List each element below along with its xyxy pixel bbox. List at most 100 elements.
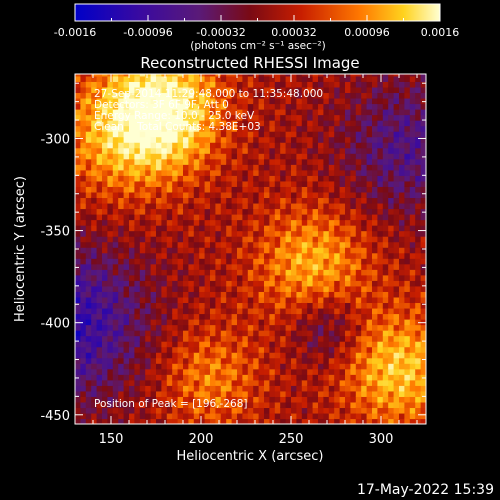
heatmap-cell [172,407,179,414]
heatmap-cell [377,180,384,187]
heatmap-cell [318,136,324,143]
heatmap-cell [75,296,81,304]
heatmap-cell [123,208,130,215]
heatmap-cell [269,274,276,281]
heatmap-cell [404,330,411,337]
heatmap-cell [301,263,308,270]
heatmap-cell [377,125,384,132]
heatmap-cell [355,208,362,215]
heatmap-cell [328,363,335,370]
heatmap-cell [307,158,314,165]
heatmap-cell [409,241,416,248]
heatmap-cell [247,258,254,265]
heatmap-cell [129,263,135,270]
heatmap-cell [350,368,357,375]
heatmap-cell [107,109,114,116]
heatmap-cell [204,385,211,392]
heatmap-cell [123,236,130,243]
heatmap-cell [237,247,243,254]
heatmap-cell [307,142,314,149]
heatmap-cell [382,158,389,165]
heatmap-cell [172,86,179,94]
heatmap-cell [253,263,260,270]
heatmap-cell [112,186,119,193]
heatmap-cell [199,330,206,337]
heatmap-cell [334,352,341,359]
heatmap-cell [183,202,189,210]
heatmap-cell [123,269,130,276]
heatmap-cell [420,131,426,138]
heatmap-cell [247,186,254,193]
heatmap-cell [318,75,324,82]
heatmap-cell [156,197,162,204]
heatmap-cell [372,385,378,392]
heatmap-cell [220,186,227,193]
heatmap-cell [129,75,135,82]
heatmap-cell [231,346,238,353]
heatmap-cell [85,357,92,364]
heatmap-cell [123,169,130,176]
heatmap-cell [102,252,108,259]
heatmap-cell [393,147,400,154]
heatmap-cell [350,357,357,364]
heatmap-cell [112,363,119,370]
heatmap-cell [166,114,173,121]
heatmap-cell [361,363,368,370]
heatmap-cell [274,319,281,326]
heatmap-cell [156,241,162,248]
heatmap-cell [307,385,314,392]
heatmap-cell [220,269,227,276]
heatmap-cell [102,86,108,94]
heatmap-cell [301,230,308,237]
heatmap-cell [361,103,368,110]
heatmap-cell [226,214,233,221]
heatmap-cell [258,307,265,315]
heatmap-cell [237,407,243,414]
heatmap-cell [112,208,119,215]
heatmap-cell [339,208,346,215]
heatmap-cell [377,75,384,82]
heatmap-cell [91,319,98,326]
heatmap-cell [161,142,168,149]
heatmap-cell [188,120,195,127]
heatmap-cell [318,341,324,348]
heatmap-cell [382,103,389,110]
heatmap-cell [377,341,384,348]
heatmap-cell [123,158,130,165]
heatmap-cell [312,330,319,337]
heatmap-cell [75,363,81,370]
heatmap-cell [307,125,314,132]
heatmap-cell [85,153,92,160]
heatmap-cell [307,396,314,403]
heatmap-cell [204,341,211,348]
heatmap-cell [285,74,292,77]
heatmap-cell [372,291,378,298]
heatmap-cell [361,75,368,82]
heatmap-cell [204,335,211,342]
heatmap-cell [193,164,200,171]
heatmap-cell [80,186,87,193]
heatmap-cell [75,258,81,265]
heatmap-cell [150,125,157,132]
heatmap-cell [107,175,114,182]
heatmap-cell [150,158,157,165]
heatmap-cell [96,125,103,132]
heatmap-cell [377,418,384,424]
heatmap-cell [102,291,108,298]
heatmap-cell [420,357,426,364]
heatmap-cell [134,75,141,82]
heatmap-cell [177,263,184,270]
heatmap-cell [399,247,405,254]
heatmap-cell [274,396,281,403]
heatmap-cell [156,136,162,143]
heatmap-cell [318,296,324,304]
heatmap-cell [247,114,254,121]
heatmap-cell [215,285,222,292]
heatmap-cell [377,274,384,281]
heatmap-cell [85,247,92,254]
heatmap-cell [237,363,243,370]
heatmap-cell [328,114,335,121]
heatmap-cell [377,164,384,171]
heatmap-cell [280,374,287,381]
heatmap-cell [323,86,330,94]
